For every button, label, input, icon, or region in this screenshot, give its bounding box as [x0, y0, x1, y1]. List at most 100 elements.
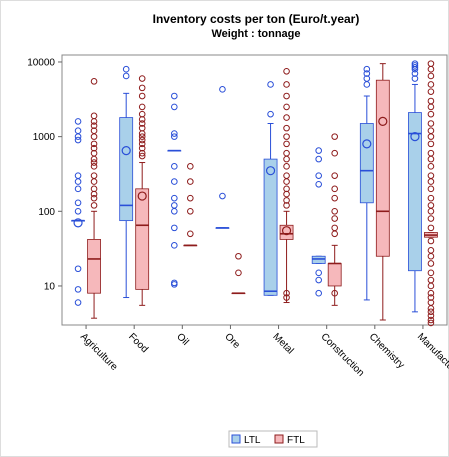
outlier — [427, 88, 435, 95]
outlier — [427, 316, 435, 324]
outlier — [315, 289, 322, 297]
outlier — [187, 230, 194, 238]
box — [263, 158, 278, 296]
outlier — [74, 265, 82, 273]
outlier — [427, 103, 435, 111]
mean — [265, 166, 276, 176]
box — [311, 255, 326, 264]
outlier — [90, 118, 98, 125]
mean — [121, 146, 131, 156]
mean — [73, 218, 83, 228]
outlier — [187, 207, 194, 215]
outlier — [427, 252, 435, 260]
mean — [362, 139, 372, 149]
outlier — [235, 269, 242, 277]
outlier — [90, 155, 98, 163]
outlier — [90, 78, 98, 85]
outlier — [171, 194, 178, 202]
outlier — [283, 114, 290, 121]
outlier — [219, 86, 226, 93]
outlier — [138, 152, 146, 160]
outlier — [138, 116, 146, 123]
outlier — [427, 72, 435, 80]
y-tick-label: 10 — [44, 281, 56, 292]
outlier — [331, 172, 338, 179]
outlier — [427, 215, 435, 222]
outlier — [90, 163, 98, 170]
outlier — [283, 133, 290, 140]
outlier — [283, 178, 290, 185]
outlier — [138, 133, 146, 140]
outlier — [90, 190, 98, 198]
outlier — [411, 75, 419, 82]
outlier — [427, 207, 435, 215]
chart-subtitle: Weight : tonnage — [211, 28, 300, 40]
mean — [137, 191, 147, 201]
chart-title: Inventory costs per ton (Euro/t.year) — [153, 12, 360, 26]
outlier — [427, 140, 435, 148]
outlier — [90, 140, 98, 148]
box — [135, 188, 150, 290]
outlier — [427, 224, 435, 232]
legend-frame — [228, 430, 318, 448]
outlier — [427, 305, 435, 312]
outlier — [283, 140, 290, 148]
outlier — [283, 124, 290, 132]
outlier — [427, 312, 435, 319]
outlier — [283, 81, 290, 88]
outlier — [138, 103, 146, 111]
outlier — [363, 81, 371, 88]
outlier — [411, 65, 419, 73]
outlier — [74, 178, 82, 185]
outlier — [171, 130, 178, 137]
outlier — [283, 68, 290, 75]
box — [408, 112, 422, 272]
outlier — [122, 65, 130, 73]
outlier — [427, 294, 435, 301]
outlier — [315, 172, 322, 179]
outlier — [171, 163, 178, 170]
outlier — [283, 103, 290, 111]
outlier — [283, 202, 290, 209]
outlier — [315, 180, 322, 188]
outlier — [267, 81, 274, 88]
outlier — [90, 144, 98, 152]
outlier — [331, 149, 338, 157]
box — [119, 117, 134, 222]
outlier — [411, 70, 419, 77]
outlier — [74, 286, 82, 293]
outlier — [283, 92, 290, 100]
outlier — [427, 308, 435, 316]
outlier — [74, 185, 82, 193]
outlier — [283, 197, 290, 204]
outlier — [138, 75, 146, 82]
outlier — [331, 289, 338, 297]
outlier — [315, 147, 322, 154]
box — [279, 224, 294, 240]
outlier — [283, 294, 290, 301]
outlier — [122, 72, 130, 80]
outlier — [90, 133, 98, 140]
outlier — [90, 159, 98, 166]
outlier — [74, 207, 82, 215]
outlier — [427, 185, 435, 193]
mean — [281, 226, 292, 236]
outlier — [427, 155, 435, 163]
legend-label: LTL — [244, 435, 261, 446]
outlier — [411, 62, 419, 69]
y-tick-label: 10000 — [27, 57, 55, 68]
outlier — [331, 207, 338, 215]
outlier — [427, 194, 435, 202]
outlier — [187, 163, 194, 170]
outlier — [427, 81, 435, 88]
outlier — [427, 178, 435, 185]
outlier — [138, 84, 146, 92]
legend-swatch — [274, 434, 284, 444]
outlier — [331, 230, 338, 238]
legend-label: FTL — [287, 435, 305, 446]
outlier — [138, 144, 146, 152]
outlier — [171, 224, 178, 232]
outlier — [74, 136, 82, 144]
outlier — [315, 155, 322, 163]
